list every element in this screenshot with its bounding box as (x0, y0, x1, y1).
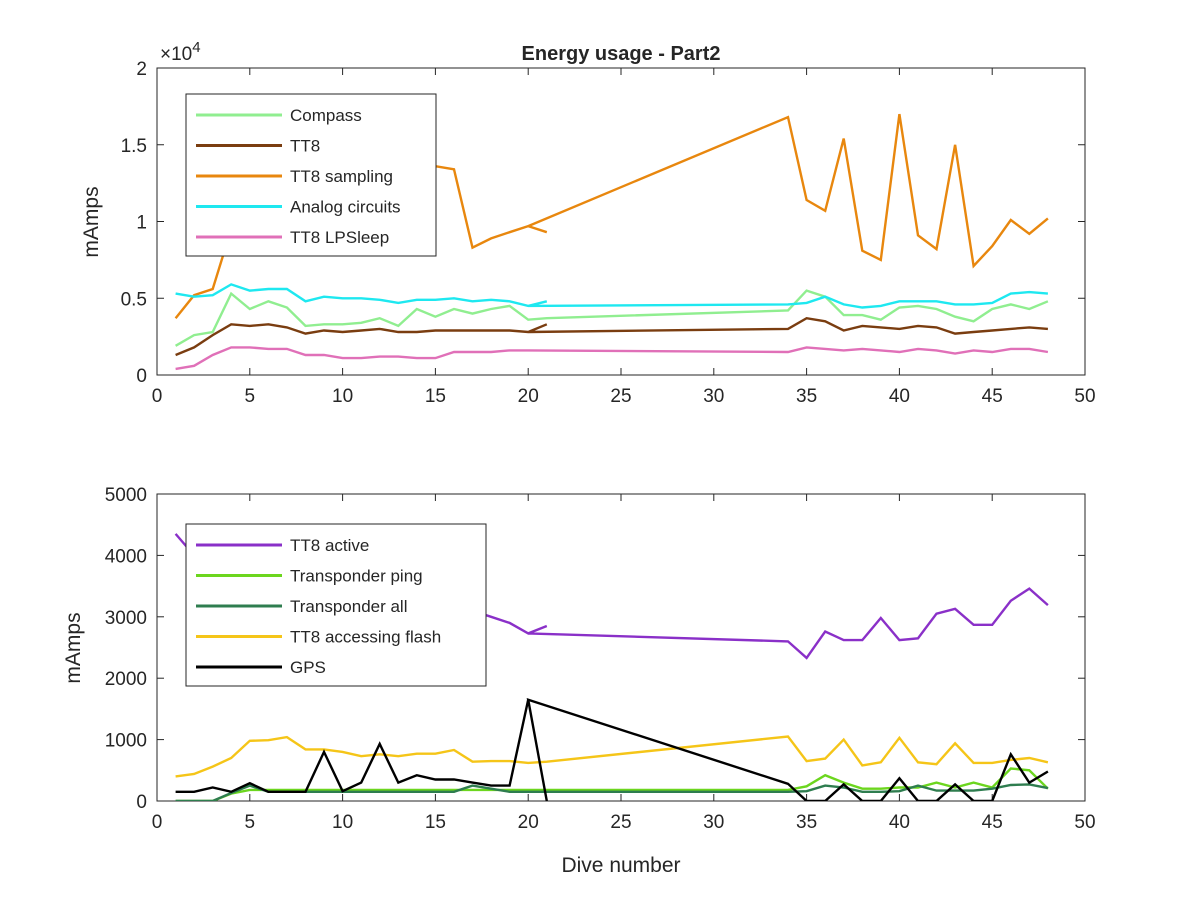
legend-label: Analog circuits (290, 198, 401, 217)
y-exponent-base: ×10 (160, 44, 192, 65)
x-tick-label: 10 (332, 812, 353, 833)
bottom-subplot: 0 5 10 15 20 25 30 35 40 45 50 0 1000 2000 3000 4000 500… (62, 485, 1096, 877)
legend-label: Compass (290, 106, 362, 125)
series-group (174, 113, 1049, 371)
y-tick-label: 5000 (105, 485, 147, 506)
x-tick-label: 35 (796, 386, 817, 407)
y-tick-label: 0 (136, 366, 147, 387)
x-tick-label: 5 (245, 386, 256, 407)
legend: TT8 active Transponder ping Transponder al… (185, 523, 487, 687)
y-exponent-power: 4 (192, 39, 200, 56)
x-tick-label: 20 (518, 812, 539, 833)
series-line (175, 316, 1048, 357)
x-tick-label: 20 (518, 386, 539, 407)
y-tick-label: 0.5 (121, 289, 147, 310)
y-tick-label: 1.5 (121, 136, 147, 157)
x-tick-label: 30 (703, 812, 724, 833)
legend-label: TT8 (290, 137, 320, 156)
x-tick-label: 50 (1074, 386, 1095, 407)
x-tick-label: 35 (796, 812, 817, 833)
legend-label: TT8 accessing flash (290, 628, 441, 647)
x-tick-label: 5 (245, 812, 256, 833)
series-line (174, 289, 1049, 347)
y-tick-label: 2000 (105, 669, 147, 690)
series-line (175, 346, 1049, 371)
y-tick-label: 2 (136, 59, 147, 80)
x-tick-label: 15 (425, 386, 446, 407)
top-subplot: 0 5 10 15 20 25 30 35 40 45 50 0 0.5 1 1.5 2 Compass TT8 T… (80, 39, 1096, 407)
legend-label: TT8 sampling (290, 167, 393, 186)
series-line (175, 735, 1049, 778)
x-tick-label: 0 (152, 386, 163, 407)
y-axis-label: mAmps (80, 186, 103, 257)
y-axis-label: mAmps (62, 612, 85, 683)
chart-title: Energy usage - Part2 (522, 43, 721, 65)
y-tick-label: 1 (136, 213, 147, 234)
x-tick-label: 10 (332, 386, 353, 407)
x-tick-label: 0 (152, 812, 163, 833)
y-tick-label: 3000 (105, 608, 147, 629)
legend: Compass TT8 TT8 sampling Analog circuits TT8… (185, 93, 437, 257)
x-tick-label: 25 (610, 386, 631, 407)
legend-label: Transponder ping (290, 567, 423, 586)
x-tick-label: 15 (425, 812, 446, 833)
series-line (175, 697, 1049, 801)
legend-label: Transponder all (290, 597, 408, 616)
legend-label: GPS (290, 658, 326, 677)
series-line (175, 283, 1048, 309)
legend-label: TT8 LPSleep (290, 228, 389, 247)
x-tick-label: 40 (889, 386, 910, 407)
x-tick-label: 40 (889, 812, 910, 833)
y-tick-label: 0 (136, 792, 147, 813)
x-tick-label: 50 (1074, 812, 1095, 833)
x-tick-label: 25 (610, 812, 631, 833)
x-tick-label: 45 (982, 812, 1003, 833)
legend-label: TT8 active (290, 536, 369, 555)
x-axis-label: Dive number (561, 854, 680, 877)
y-axis-exponent: ×104 (160, 39, 201, 65)
y-tick-label: 4000 (105, 546, 147, 567)
y-tick-label: 1000 (105, 731, 147, 752)
x-tick-label: 45 (982, 386, 1003, 407)
x-tick-label: 30 (703, 386, 724, 407)
